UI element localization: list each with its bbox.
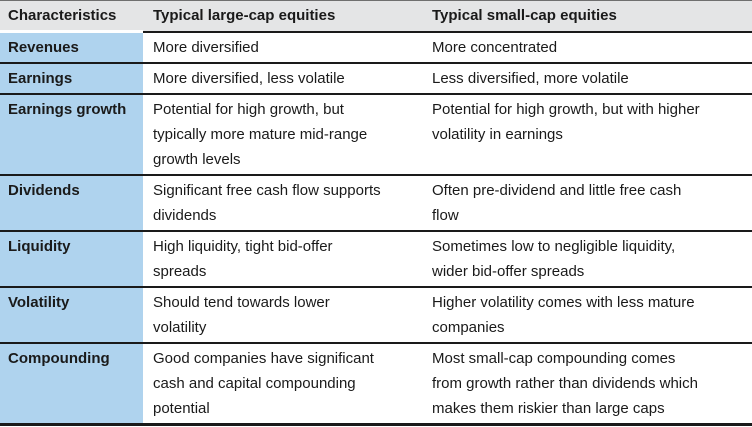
table-body: Revenues More diversified More concentra…	[0, 31, 752, 425]
small-cap-cell: Potential for high growth, but with high…	[425, 93, 752, 175]
large-cap-cell: Good companies have significant cash and…	[143, 342, 425, 425]
small-cap-cell: More concentrated	[425, 31, 752, 63]
table-row-earnings: Earnings More diversified, less volatile…	[0, 62, 752, 94]
column-header-large-cap: Typical large-cap equities	[143, 0, 425, 33]
table-row-liquidity: Liquidity High liquidity, tight bid-offe…	[0, 230, 752, 287]
large-cap-cell: More diversified	[143, 31, 425, 63]
small-cap-cell: Often pre-dividend and little free cash …	[425, 174, 752, 231]
table-header: Characteristics Typical large-cap equiti…	[0, 0, 752, 33]
large-cap-cell: High liquidity, tight bid-offer spreads	[143, 230, 425, 287]
large-cap-cell: Significant free cash flow supports divi…	[143, 174, 425, 231]
small-cap-cell: Higher volatility comes with less mature…	[425, 286, 752, 343]
row-header-cell: Revenues	[0, 31, 143, 63]
column-header-small-cap: Typical small-cap equities	[425, 0, 752, 33]
row-header-cell: Volatility	[0, 286, 143, 343]
large-cap-cell: Should tend towards lower volatility	[143, 286, 425, 343]
row-header-cell: Dividends	[0, 174, 143, 231]
table-row-compounding: Compounding Good companies have signific…	[0, 342, 752, 425]
large-cap-cell: Potential for high growth, but typically…	[143, 93, 425, 175]
table-row-earnings-growth: Earnings growth Potential for high growt…	[0, 93, 752, 175]
column-header-characteristics: Characteristics	[0, 0, 143, 33]
table-row-volatility: Volatility Should tend towards lower vol…	[0, 286, 752, 343]
row-header-cell: Liquidity	[0, 230, 143, 287]
small-cap-cell: Sometimes low to negligible liquidity, w…	[425, 230, 752, 287]
row-header-cell: Earnings growth	[0, 93, 143, 175]
table-row-revenues: Revenues More diversified More concentra…	[0, 31, 752, 63]
small-cap-cell: Most small-cap compounding comes from gr…	[425, 342, 752, 425]
small-cap-cell: Less diversified, more volatile	[425, 62, 752, 94]
row-header-cell: Earnings	[0, 62, 143, 94]
large-cap-cell: More diversified, less volatile	[143, 62, 425, 94]
header-row: Characteristics Typical large-cap equiti…	[0, 0, 752, 33]
row-header-cell: Compounding	[0, 342, 143, 425]
table-row-dividends: Dividends Significant free cash flow sup…	[0, 174, 752, 231]
